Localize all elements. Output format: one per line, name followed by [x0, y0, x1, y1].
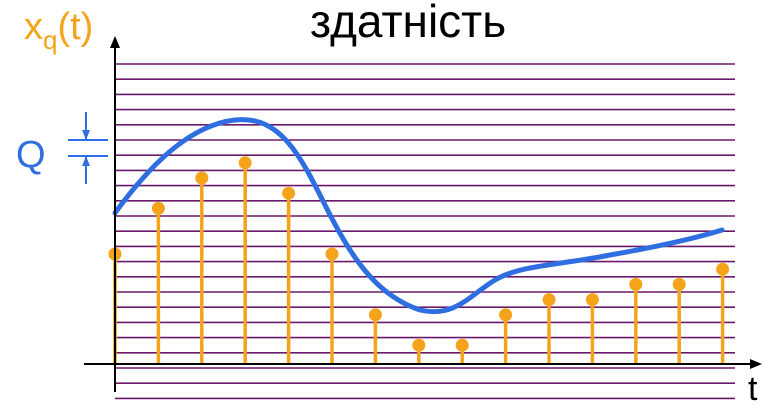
sample-point [238, 156, 252, 170]
sample-point [282, 186, 296, 200]
sample-stems [108, 156, 730, 364]
axes [84, 36, 762, 392]
sample-point [368, 308, 382, 322]
sample-point [195, 171, 209, 185]
quantization-levels [115, 63, 735, 400]
x-axis-arrowhead [750, 359, 762, 369]
sample-point [455, 338, 469, 352]
q-label: Q [16, 134, 46, 176]
analog-signal-curve [112, 117, 725, 315]
sample-point [716, 262, 730, 276]
diagram-title: здатність [310, 0, 507, 47]
sample-point [151, 201, 165, 215]
sample-point [542, 293, 556, 307]
x-axis-label: t [748, 370, 758, 408]
y-axis-label: xq(t) [24, 8, 93, 53]
sample-point [412, 338, 426, 352]
y-axis-label-subscript: q [43, 25, 58, 55]
sample-point [585, 293, 599, 307]
q-step-marker [68, 112, 108, 184]
sample-point [325, 247, 339, 261]
sample-point [629, 277, 643, 291]
sample-point [499, 308, 513, 322]
y-axis-arrowhead [110, 36, 120, 48]
sample-point [672, 277, 686, 291]
y-axis-label-main: x [24, 6, 43, 48]
q-lower-arrowhead [82, 156, 90, 166]
y-axis-label-suffix: (t) [57, 6, 94, 48]
q-upper-arrowhead [82, 130, 90, 140]
